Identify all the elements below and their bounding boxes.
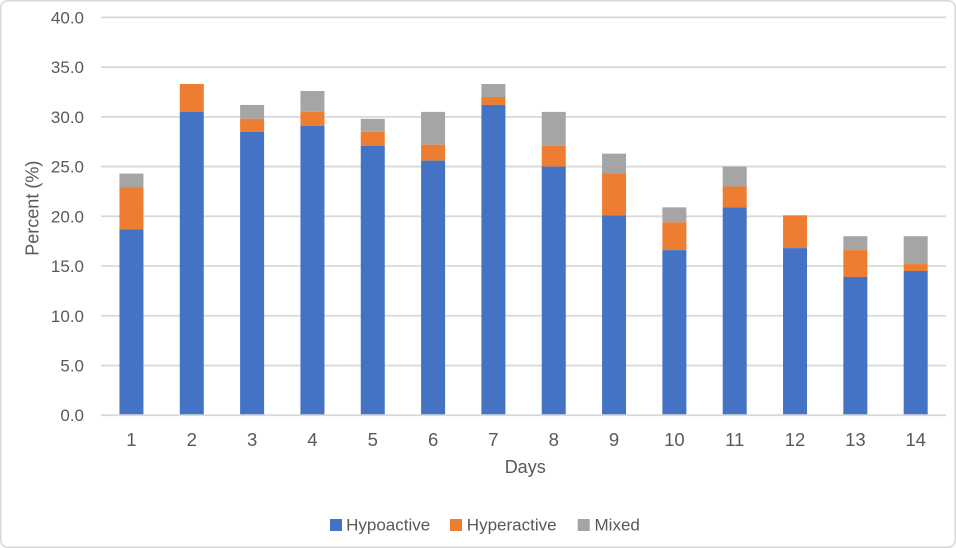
svg-text:Mixed: Mixed — [595, 516, 640, 535]
svg-text:2: 2 — [187, 429, 197, 450]
svg-text:7: 7 — [488, 429, 498, 450]
svg-text:25.0: 25.0 — [51, 158, 84, 177]
svg-text:6: 6 — [428, 429, 438, 450]
svg-text:8: 8 — [549, 429, 559, 450]
svg-text:40.0: 40.0 — [51, 8, 84, 27]
svg-text:9: 9 — [609, 429, 619, 450]
svg-text:Hypoactive: Hypoactive — [346, 516, 430, 535]
svg-text:10: 10 — [664, 429, 685, 450]
svg-text:Percent (%): Percent (%) — [23, 161, 43, 256]
svg-text:10.0: 10.0 — [51, 307, 84, 326]
svg-text:5.0: 5.0 — [60, 356, 84, 375]
svg-text:30.0: 30.0 — [51, 108, 84, 127]
svg-text:15.0: 15.0 — [51, 257, 84, 276]
svg-text:3: 3 — [247, 429, 257, 450]
svg-text:5: 5 — [368, 429, 378, 450]
svg-text:35.0: 35.0 — [51, 58, 84, 77]
svg-text:1: 1 — [126, 429, 136, 450]
svg-text:0.0: 0.0 — [60, 406, 84, 425]
svg-text:13: 13 — [845, 429, 866, 450]
svg-text:20.0: 20.0 — [51, 207, 84, 226]
svg-text:Hyperactive: Hyperactive — [467, 516, 557, 535]
svg-text:Days: Days — [505, 457, 546, 477]
svg-text:12: 12 — [785, 429, 806, 450]
svg-text:14: 14 — [905, 429, 926, 450]
svg-text:4: 4 — [307, 429, 317, 450]
svg-text:11: 11 — [725, 429, 744, 450]
